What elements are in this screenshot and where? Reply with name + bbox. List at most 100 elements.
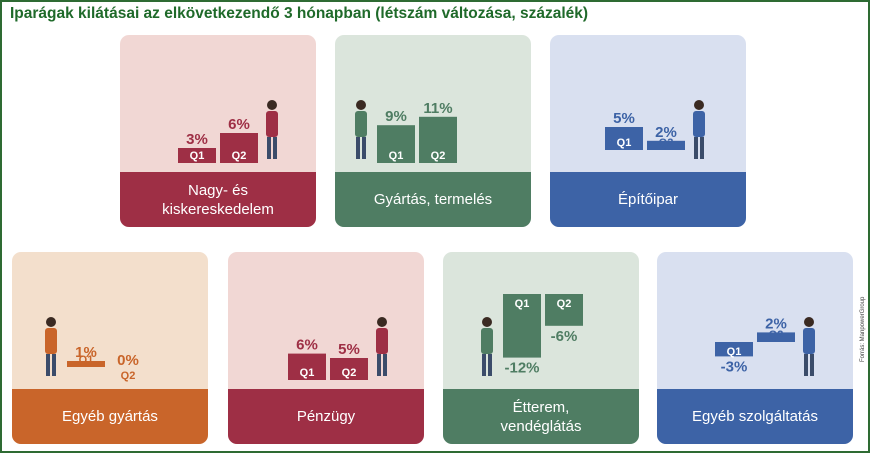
person-leg xyxy=(377,354,381,376)
person-head xyxy=(356,100,366,110)
bar-quarter-label: Q1 xyxy=(79,354,94,366)
bar xyxy=(715,342,753,357)
bar-value-label: 6% xyxy=(228,116,250,133)
industry-card: Q1 9% Q2 11% Gyártás, termelés xyxy=(335,35,531,227)
person-leg xyxy=(46,354,50,376)
person-leg xyxy=(810,354,814,376)
bar xyxy=(288,353,326,380)
bar xyxy=(545,294,583,326)
person-figure-icon xyxy=(355,100,367,159)
bar-value-label: 3% xyxy=(186,131,208,148)
bar-value-label: -3% xyxy=(721,358,748,375)
person-leg xyxy=(700,137,704,159)
bar-value-label: 9% xyxy=(385,108,407,125)
bar-quarter-label: Q2 xyxy=(121,370,136,382)
person-figure-icon xyxy=(45,317,57,376)
person-leg xyxy=(482,354,486,376)
industry-label-band: Étterem, vendéglátás xyxy=(443,389,639,444)
bar-plot: Q1-3% Q22% xyxy=(715,315,815,376)
bar-value-label: -12% xyxy=(504,360,539,377)
bar-quarter-label: Q1 xyxy=(515,298,530,310)
person-head xyxy=(694,100,704,110)
person-body xyxy=(803,328,815,354)
person-leg xyxy=(383,354,387,376)
person-head xyxy=(377,317,387,327)
bar-quarter-label: Q2 xyxy=(557,298,572,310)
industry-label-band: Pénzügy xyxy=(228,389,424,444)
bar xyxy=(647,140,685,150)
bar-value-label: 5% xyxy=(338,341,360,358)
industry-card: Q1 5% Q2 2% Építőipar xyxy=(550,35,746,227)
source-note: Forrás: ManpowerGroup xyxy=(860,296,866,362)
person-leg xyxy=(356,137,360,159)
bar xyxy=(503,294,541,358)
bar-quarter-label: Q1 xyxy=(190,150,205,162)
person-leg xyxy=(488,354,492,376)
bar-quarter-label: Q1 xyxy=(727,346,742,358)
person-leg xyxy=(804,354,808,376)
bar-value-label: 2% xyxy=(655,124,677,141)
bar-value-label: -6% xyxy=(551,328,578,345)
person-figure-icon xyxy=(266,100,278,159)
bar-quarter-label: Q1 xyxy=(617,137,632,149)
bar-quarter-label: Q1 xyxy=(300,367,315,379)
industry-name: Étterem, vendéglátás xyxy=(500,398,582,435)
bar xyxy=(377,125,415,163)
bar xyxy=(605,127,643,150)
person-head xyxy=(267,100,277,110)
chart-title: Iparágak kilátásai az elkövetkezendő 3 h… xyxy=(10,5,589,22)
bar-quarter-label: Q2 xyxy=(232,150,247,162)
industry-label-band: Nagy- és kiskereskedelem xyxy=(120,172,316,227)
person-leg xyxy=(267,137,271,159)
industry-card: Q1 -3% Q2 2% Egyéb szolgáltatás xyxy=(657,252,853,444)
person-leg xyxy=(273,137,277,159)
bar-plot: Q1 3% Q2 6% xyxy=(178,100,278,163)
person-body xyxy=(376,328,388,354)
person-head xyxy=(804,317,814,327)
person-body xyxy=(481,328,493,354)
bar-plot: Q11% Q20% xyxy=(45,317,139,382)
industry-name: Pénzügy xyxy=(296,408,356,425)
person-leg xyxy=(694,137,698,159)
person-head xyxy=(482,317,492,327)
bar-quarter-label: Q2 xyxy=(659,137,674,149)
bar-value-label: 0% xyxy=(117,352,139,369)
industry-card: Q1 6% Q2 5% Pénzügy xyxy=(228,252,424,444)
industry-label-band: Gyártás, termelés xyxy=(335,172,531,227)
industry-card: Q1 1% Q2 0% Egyéb gyártás xyxy=(12,252,208,444)
bar xyxy=(67,361,105,367)
industry-name: Építőipar xyxy=(617,191,679,208)
bar-plot: Q1 -12% Q2 -6% xyxy=(481,294,583,377)
bar xyxy=(178,148,216,163)
bar-value-label: 5% xyxy=(613,110,635,127)
bar-value-label: 1% xyxy=(75,344,97,361)
bar-quarter-label: Q1 xyxy=(389,150,404,162)
person-leg xyxy=(362,137,366,159)
bar-plot: Q1 5% Q22% xyxy=(605,100,705,159)
person-body xyxy=(266,111,278,137)
person-figure-icon xyxy=(481,317,493,376)
person-figure-icon xyxy=(376,317,388,376)
industry-name: Egyéb gyártás xyxy=(62,408,158,425)
person-figure-icon xyxy=(803,317,815,376)
industry-label-band: Egyéb gyártás xyxy=(12,389,208,444)
bar-plot: Q1 9% Q2 11% xyxy=(355,100,457,163)
person-head xyxy=(46,317,56,327)
person-leg xyxy=(52,354,56,376)
bar-quarter-label: Q2 xyxy=(342,367,357,379)
bar xyxy=(220,133,258,163)
bar-value-label: 11% xyxy=(423,100,452,117)
industry-card: Q1 3% Q2 6% Nagy- és kiskereskedelem xyxy=(120,35,316,227)
person-figure-icon xyxy=(693,100,705,159)
industry-name: Nagy- és kiskereskedelem xyxy=(162,181,274,218)
bar-plot: Q1 6% Q2 5% xyxy=(288,317,388,380)
person-body xyxy=(693,111,705,137)
person-body xyxy=(45,328,57,354)
bar-value-label: 6% xyxy=(296,337,318,354)
industry-label-band: Építőipar xyxy=(550,172,746,227)
industry-name: Gyártás, termelés xyxy=(373,191,493,208)
bar-value-label: 2% xyxy=(765,315,787,332)
bar-quarter-label: Q2 xyxy=(769,329,784,341)
industry-card: Q1 -12% Q2 -6% Étterem, vendéglátás xyxy=(443,252,639,444)
